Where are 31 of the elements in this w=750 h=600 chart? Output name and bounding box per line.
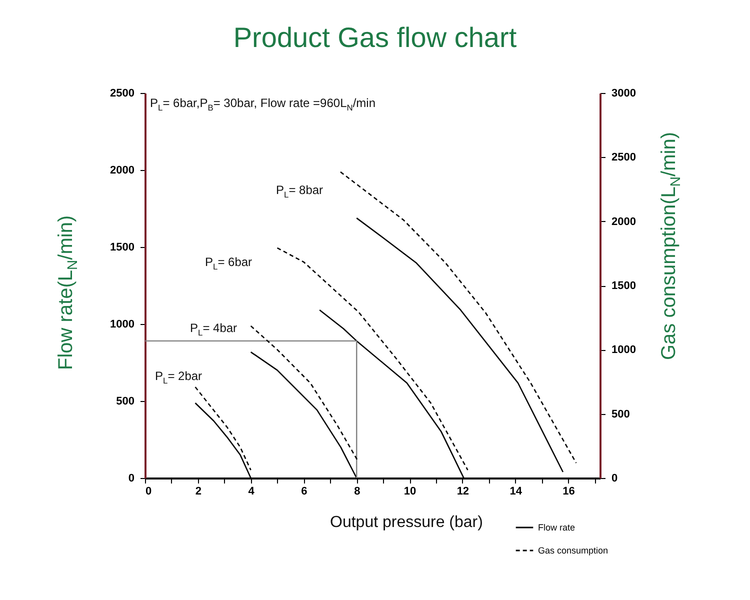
x-tick-label: 16 [562, 486, 575, 498]
legend-label: Gas consumption [538, 546, 608, 556]
x-tick-label: 2 [195, 486, 202, 498]
x-tick-label: 6 [301, 486, 308, 498]
x-tick-label: 4 [248, 486, 256, 498]
y2-tick-label: 500 [612, 408, 630, 420]
x-tick-label: 14 [510, 486, 523, 498]
x-tick-label: 0 [146, 486, 152, 498]
chart-title: Product Gas flow chart [232, 22, 518, 54]
x-tick-label: 12 [456, 486, 470, 498]
y2-tick-label: 1000 [612, 344, 636, 356]
annotation: P$_{L}$= 6bar,P$_{B}$= 30bar, Flow rate =960L$_{N}$/min [150, 96, 376, 112]
y-tick-label: 2500 [110, 88, 134, 100]
x-tick-label: 8 [354, 486, 360, 498]
y2-tick-label: 2000 [612, 216, 636, 228]
y2-tick-label: 2500 [612, 152, 636, 164]
x-axis-title: Output pressure (bar) [330, 514, 483, 532]
x-tick-label: 10 [404, 486, 416, 498]
y-tick-label: 1000 [110, 318, 134, 330]
y-tick-label: 2000 [110, 164, 134, 176]
y-tick-label: 500 [116, 396, 134, 408]
annotation: P$_{L}$= 6bar [205, 255, 252, 272]
y-tick-label: 0 [128, 472, 134, 484]
y-tick-label: 1500 [110, 242, 134, 254]
y2-tick-label: 1500 [612, 280, 636, 292]
annotation: P$_{L}$= 2bar [155, 369, 202, 386]
y2-tick-label: 3000 [612, 88, 636, 100]
annotation: P$_{L}$= 4bar [190, 321, 238, 338]
y2-tick-label: 0 [612, 472, 618, 484]
legend-label: Flow rate [538, 522, 576, 532]
annotation: P$_{L}$= 8bar [276, 183, 324, 200]
